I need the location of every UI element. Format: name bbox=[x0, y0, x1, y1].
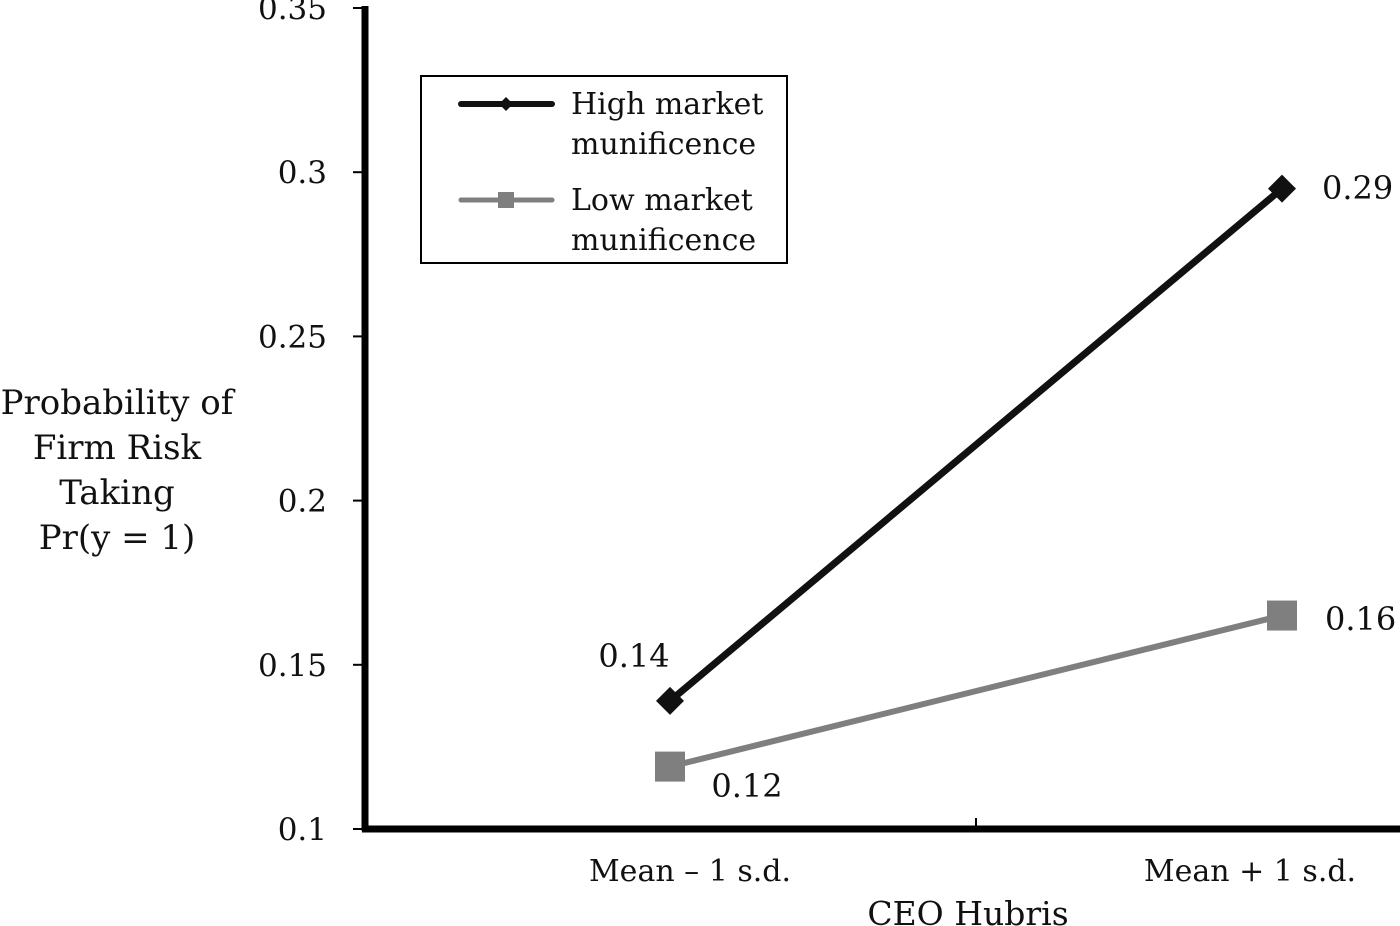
legend-box bbox=[420, 75, 788, 264]
square-marker bbox=[1267, 600, 1297, 631]
x-category-label: Mean – 1 s.d. bbox=[589, 854, 791, 889]
x-axis-title: CEO Hubris bbox=[867, 894, 1068, 926]
data-label: 0.16 bbox=[1325, 600, 1396, 638]
data-label: 0.29 bbox=[1322, 169, 1393, 207]
series-high-market-munificence bbox=[656, 174, 1296, 715]
legend-entry: High market munificence bbox=[458, 87, 763, 162]
legend-label: munificence bbox=[571, 127, 756, 162]
legend: High market munificence Low market munifice… bbox=[420, 75, 788, 264]
series-line bbox=[667, 612, 1285, 770]
y-tick-label: 0.2 bbox=[278, 484, 327, 520]
y-tick-label: 0.35 bbox=[258, 0, 327, 27]
legend-label: High market bbox=[571, 87, 763, 122]
y-axis-title-line: Firm Risk bbox=[33, 428, 202, 468]
diamond-marker bbox=[1268, 174, 1296, 203]
square-marker bbox=[498, 192, 514, 208]
x-axis-categories: Mean – 1 s.d. Mean + 1 s.d. bbox=[589, 854, 1356, 889]
diamond-marker bbox=[656, 686, 684, 715]
legend-entry: Low market munificence bbox=[458, 183, 756, 258]
y-tick-label: 0.1 bbox=[278, 812, 327, 848]
series-line bbox=[666, 185, 1286, 705]
series-low-market-munificence bbox=[655, 600, 1297, 782]
y-tick-label: 0.25 bbox=[258, 319, 327, 355]
x-category-label: Mean + 1 s.d. bbox=[1144, 854, 1356, 889]
series-layer bbox=[655, 174, 1297, 782]
y-axis-title: Probability of Firm Risk Taking Pr(y = 1) bbox=[1, 383, 236, 558]
y-axis-ticks: 0.1 0.15 0.2 0.25 0.3 0.35 bbox=[258, 0, 365, 848]
legend-label: munificence bbox=[571, 223, 756, 258]
legend-label: Low market bbox=[571, 183, 753, 218]
y-axis-title-line: Probability of bbox=[1, 383, 236, 423]
data-label: 0.14 bbox=[598, 637, 669, 675]
y-axis-title-line: Pr(y = 1) bbox=[39, 518, 196, 558]
y-axis-title-line: Taking bbox=[59, 473, 174, 513]
square-marker bbox=[655, 751, 685, 782]
data-labels: 0.14 0.29 0.12 0.16 bbox=[598, 169, 1396, 805]
diamond-marker bbox=[499, 97, 513, 111]
y-tick-label: 0.3 bbox=[278, 155, 327, 191]
chart-axes bbox=[361, 6, 1400, 833]
y-tick-label: 0.15 bbox=[258, 648, 327, 684]
data-label: 0.12 bbox=[711, 767, 782, 805]
